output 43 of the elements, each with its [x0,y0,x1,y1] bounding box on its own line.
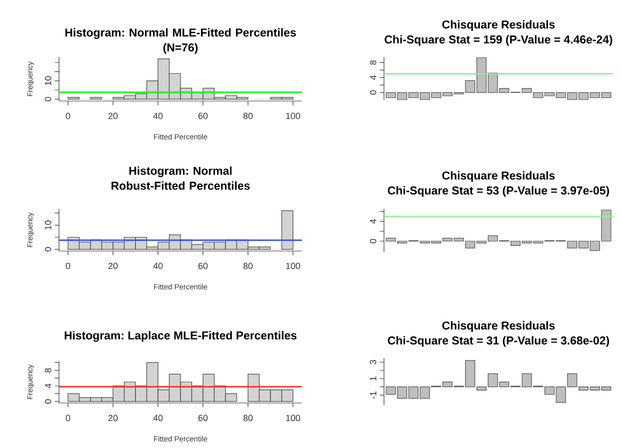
x-tick-label: 40 [153,262,163,270]
x-tick-label: 20 [108,262,118,270]
chart-subtitle: Chi-Square Stat = 31 (P-Value = 3.68e-02) [388,336,610,347]
chart-title: Chisquare Residuals [442,20,555,31]
x-tick-label: 40 [153,112,163,120]
y-tick-label: 8 [44,368,52,372]
y-tick-label: -1 [370,392,376,399]
chart-subtitle: Chi-Square Stat = 159 (P-Value = 4.46e-24) [384,35,612,46]
y-tick-label: 10 [44,220,52,230]
y-tick-label: 0 [44,399,52,404]
y-tick-label: 0 [370,238,376,244]
x-tick-label: 20 [108,414,118,422]
x-tick-label: 100 [286,414,300,422]
chart-title: Chisquare Residuals [442,321,555,332]
chart-title: Chisquare Residuals [442,171,555,182]
y-tick-label: 0 [44,97,52,102]
x-tick-label: 60 [198,112,208,120]
y-tick-label: 0 [370,90,376,95]
y-tick-label: 0 [44,247,52,252]
chart-title: Histogram: Normal Robust-Fitted Percentiles [112,166,250,190]
y-tick-label: 10 [44,76,52,86]
y-tick-label: 4 [370,219,376,224]
x-tick-label: 40 [153,414,163,422]
chart-subtitle: Chi-Square Stat = 53 (P-Value = 3.97e-05) [388,186,610,197]
chart-subtitle: (N=76) [163,43,198,54]
x-tick-label: 80 [243,262,253,270]
y-tick-label: 8 [370,60,376,65]
y-tick-label: 3 [370,360,376,364]
y-tick-label: 1 [370,376,376,380]
x-tick-label: 80 [243,112,253,120]
x-tick-label: 100 [286,262,300,270]
x-tick-label: 60 [198,414,208,422]
x-tick-label: 0 [66,112,70,120]
x-tick-label: 20 [108,112,118,120]
x-tick-label: 100 [286,112,300,120]
chart-title: Histogram: Laplace MLE-Fitted Percentiles [64,331,297,342]
x-tick-label: 80 [243,414,253,422]
y-tick-label: 4 [370,75,376,80]
x-tick-label: 0 [66,414,70,422]
x-tick-label: 0 [66,262,70,270]
y-tick-label: 4 [45,384,52,388]
chart-title: Histogram: Normal MLE-Fitted Percentiles [65,28,296,39]
x-tick-label: 60 [198,262,208,270]
